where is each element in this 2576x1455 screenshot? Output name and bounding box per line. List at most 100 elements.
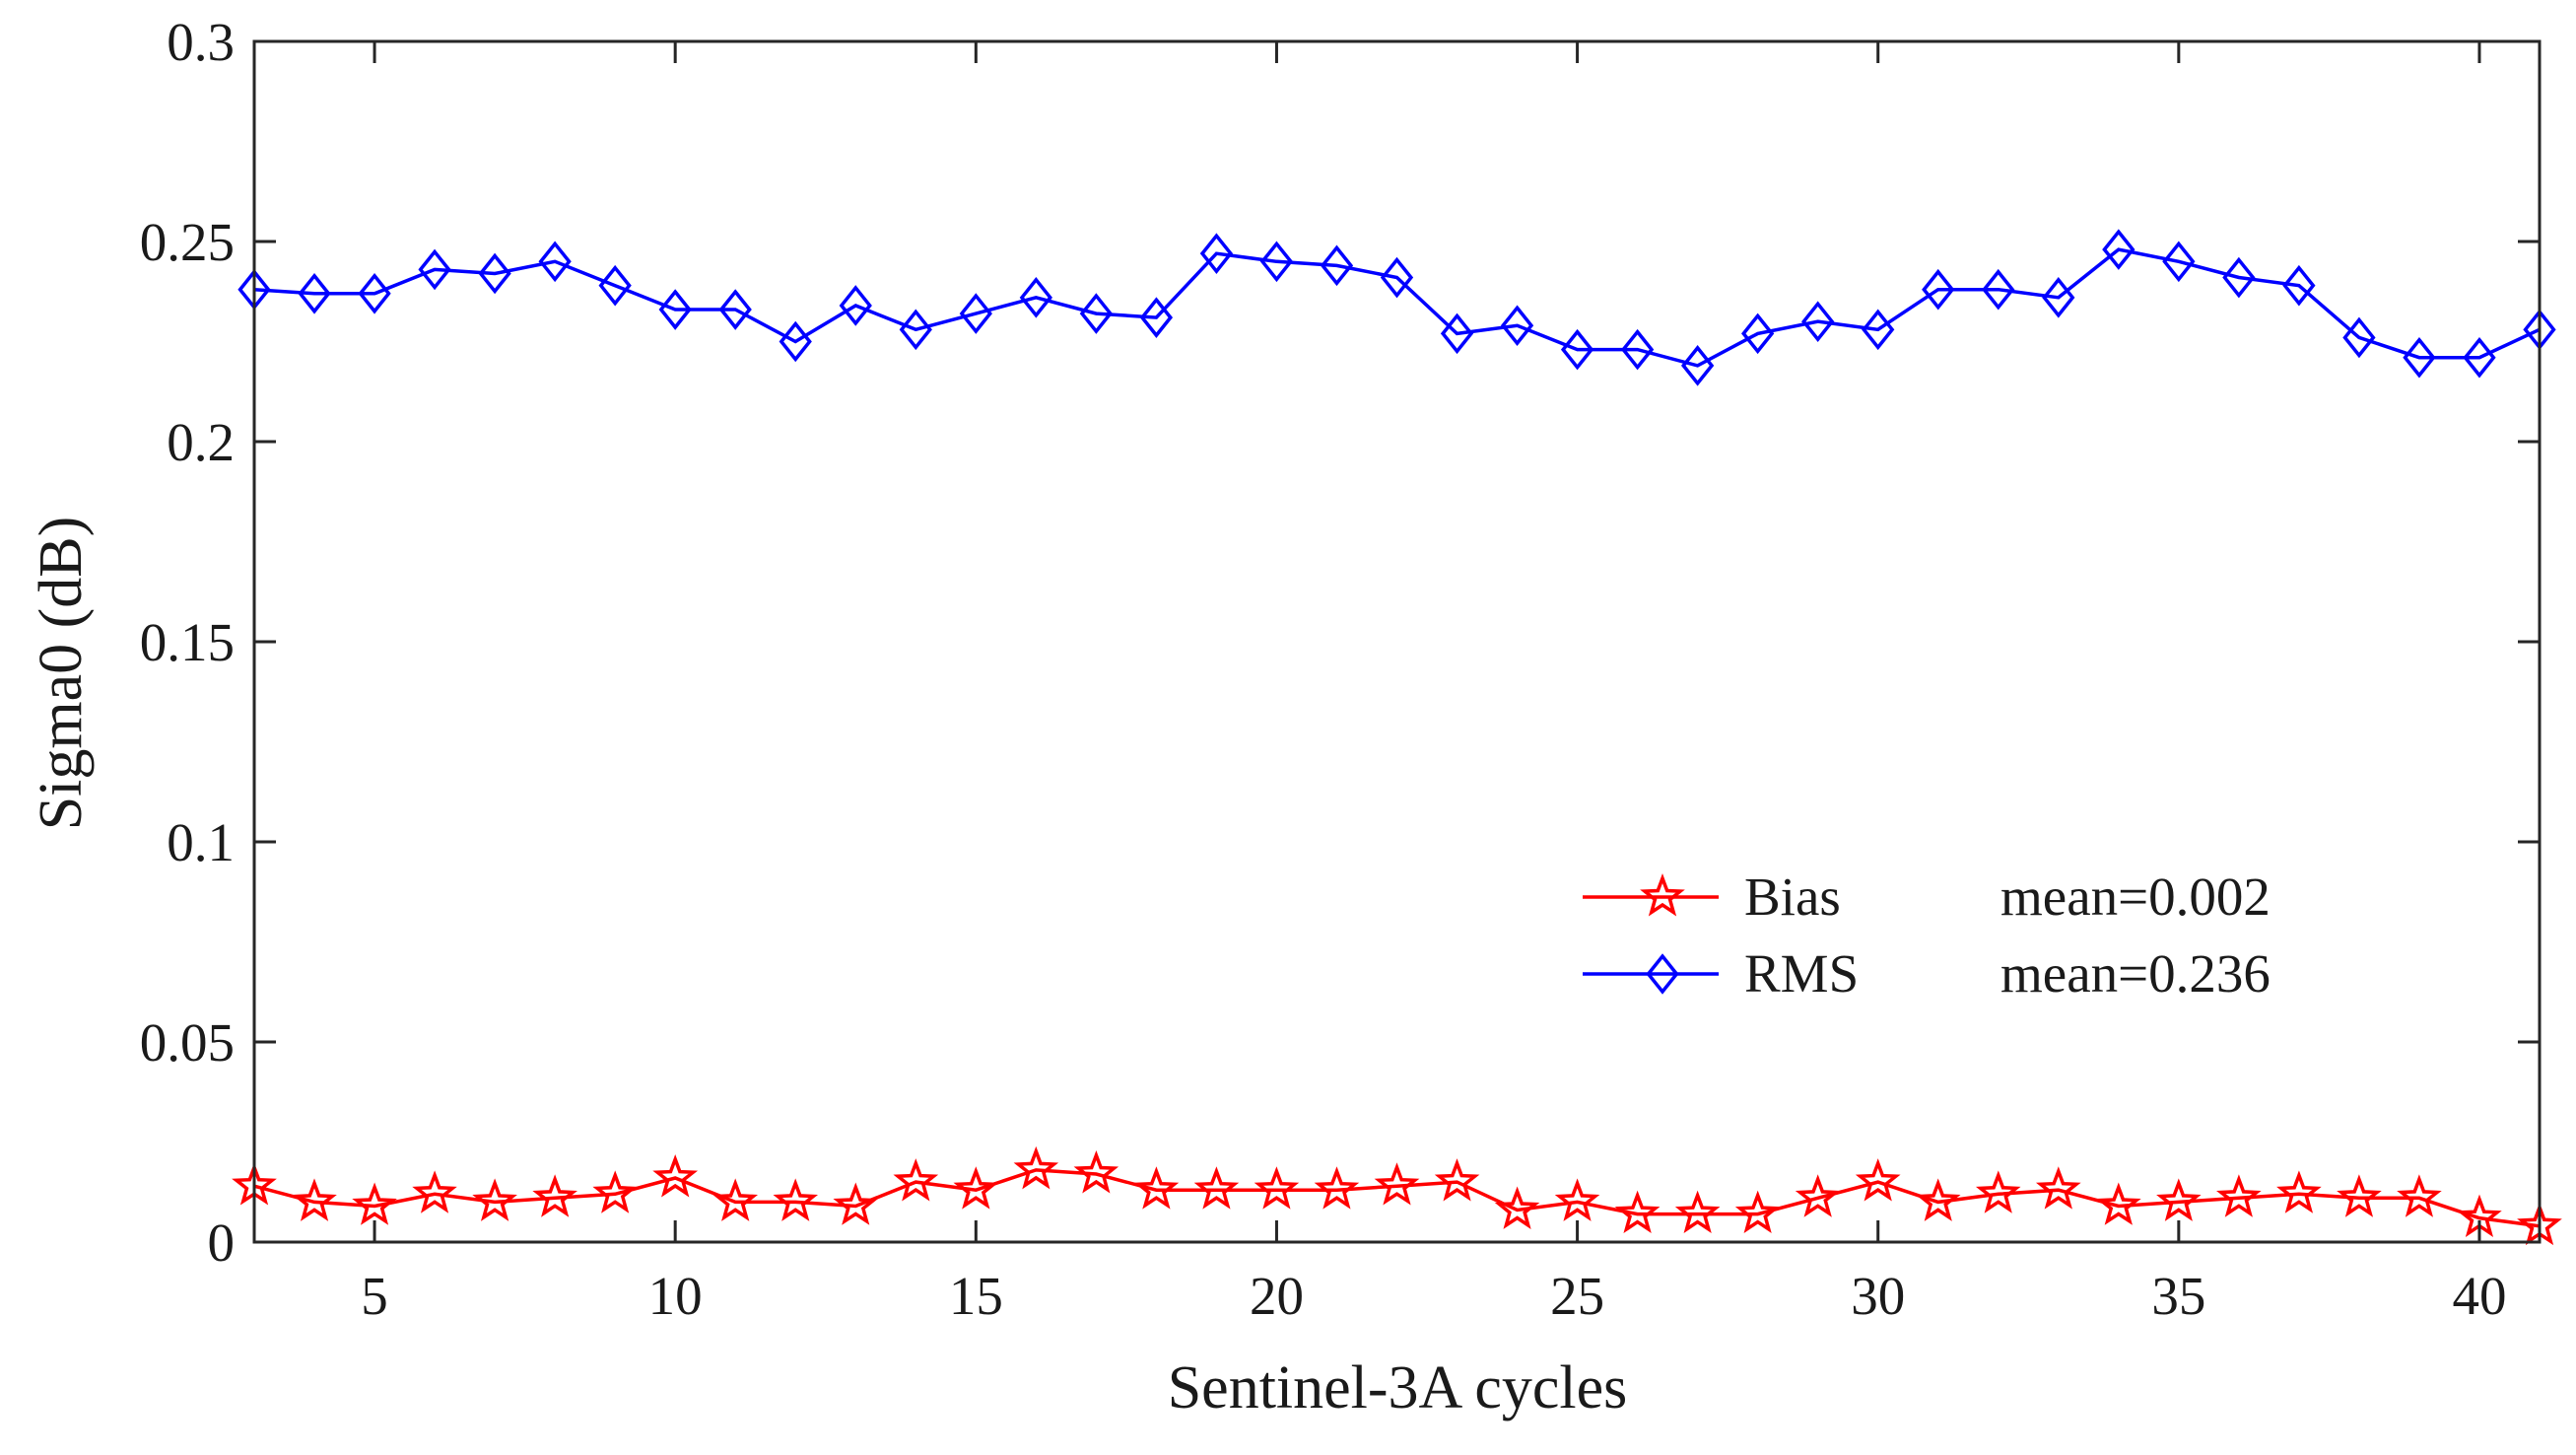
rms-line	[253, 247, 2541, 368]
bias-point	[2276, 1170, 2322, 1213]
legend-rms-mean: mean=0.236	[2000, 943, 2271, 1004]
x-tick-label: 20	[1250, 1266, 1304, 1326]
bias-point	[1254, 1166, 1300, 1210]
bias-point	[1193, 1166, 1240, 1210]
bias-point	[412, 1170, 457, 1213]
y-tick-label: 0.3	[167, 12, 235, 72]
rms-point	[1500, 305, 1534, 347]
plot-area	[232, 229, 2562, 1246]
y-tick-label: 0.05	[140, 1012, 235, 1073]
bias-point	[352, 1182, 397, 1225]
bias-point	[953, 1166, 999, 1210]
bias-point	[1494, 1186, 1540, 1229]
rms-point	[718, 289, 752, 330]
rms-point	[2403, 336, 2436, 379]
rms-point	[478, 252, 511, 295]
rms-point	[1440, 312, 1474, 355]
rms-point	[358, 272, 391, 314]
bias-point	[1975, 1170, 2021, 1213]
rms-point	[1079, 293, 1114, 334]
bias-point	[1434, 1158, 1480, 1202]
rms-point	[1380, 256, 1414, 299]
legend-rms-marker	[1646, 953, 1679, 995]
rms-point	[1801, 301, 1835, 343]
rms-point	[1259, 241, 1294, 283]
bias-point	[1795, 1174, 1841, 1217]
rms-point	[2102, 229, 2135, 270]
y-tick-label: 0.2	[167, 412, 235, 472]
bias-point	[1314, 1166, 1360, 1210]
bias-point	[1734, 1190, 1781, 1234]
bias-point	[893, 1158, 939, 1202]
y-axis-title: Sigma0 (dB)	[28, 517, 95, 831]
rms-point	[1139, 297, 1174, 338]
bias-point	[1614, 1190, 1661, 1234]
rms-point	[298, 272, 331, 314]
x-tick-label: 40	[2452, 1266, 2506, 1326]
bias-point	[1374, 1162, 1420, 1206]
legend-rms-label: RMS	[1744, 943, 1859, 1004]
bias-point	[833, 1182, 879, 1225]
rms-point	[959, 293, 992, 334]
bias-point	[532, 1174, 577, 1217]
bias-point	[2095, 1182, 2141, 1225]
rms-point	[2162, 241, 2196, 283]
legend-bias-label: Bias	[1744, 866, 1841, 927]
bias-point	[2156, 1178, 2202, 1221]
bias-point	[712, 1178, 759, 1221]
x-tick-label: 25	[1550, 1266, 1604, 1326]
x-tick-label: 15	[949, 1266, 1003, 1326]
bias-line	[253, 1168, 2541, 1228]
bias-point	[1674, 1190, 1721, 1234]
rms-point	[1320, 244, 1354, 287]
rms-point	[1741, 312, 1775, 355]
x-tick-label: 30	[1851, 1266, 1905, 1326]
rms-point	[2463, 336, 2496, 379]
bias-point	[1916, 1178, 1961, 1221]
y-tick-label: 0.1	[167, 812, 235, 872]
bias-point	[1554, 1178, 1600, 1221]
rms-point	[1922, 268, 1955, 311]
rms-point	[2342, 316, 2376, 359]
rms-point	[1620, 328, 1655, 371]
bias-point	[2216, 1174, 2262, 1217]
rms-point	[418, 248, 451, 291]
bias-point	[2035, 1166, 2081, 1210]
bias-point	[472, 1178, 517, 1221]
rms-point	[899, 309, 932, 351]
rms-point	[598, 264, 632, 307]
rms-point	[1560, 328, 1594, 371]
rms-point	[2222, 256, 2256, 299]
y-tick-label: 0	[208, 1212, 236, 1273]
bias-point	[1133, 1166, 1180, 1210]
x-axis-title: Sentinel-3A cycles	[1168, 1354, 1628, 1421]
bias-point	[652, 1153, 699, 1198]
axes: 0 0.05 0.1 0.15 0.2 0.25 0.3 5 10 15 20 25 30 35 40	[140, 12, 2542, 1326]
bias-point	[1013, 1145, 1059, 1190]
rms-point	[1862, 309, 1895, 351]
x-tick-label: 5	[361, 1266, 388, 1326]
rms-point	[1019, 277, 1052, 318]
rms-point	[1982, 268, 2015, 311]
legend-bias-mean: mean=0.002	[2000, 866, 2271, 927]
rms-point	[658, 289, 692, 330]
bias-point	[1855, 1158, 1901, 1202]
rms-point	[2282, 264, 2316, 307]
series-rms	[237, 229, 2556, 386]
bias-point	[2337, 1174, 2382, 1217]
y-tick-label: 0.15	[140, 612, 235, 672]
rms-point	[538, 241, 572, 283]
rms-point	[2042, 277, 2075, 318]
bias-point	[292, 1178, 337, 1221]
rms-point	[1199, 233, 1234, 274]
rms-point	[779, 320, 812, 363]
legend-bias-marker	[1640, 873, 1685, 917]
x-tick-label: 10	[648, 1266, 703, 1326]
x-tick-label: 35	[2151, 1266, 2205, 1326]
bias-point	[2397, 1174, 2442, 1217]
y-tick-label: 0.25	[140, 212, 235, 272]
legend: Bias mean=0.002 RMS mean=0.236	[1583, 866, 2271, 1004]
